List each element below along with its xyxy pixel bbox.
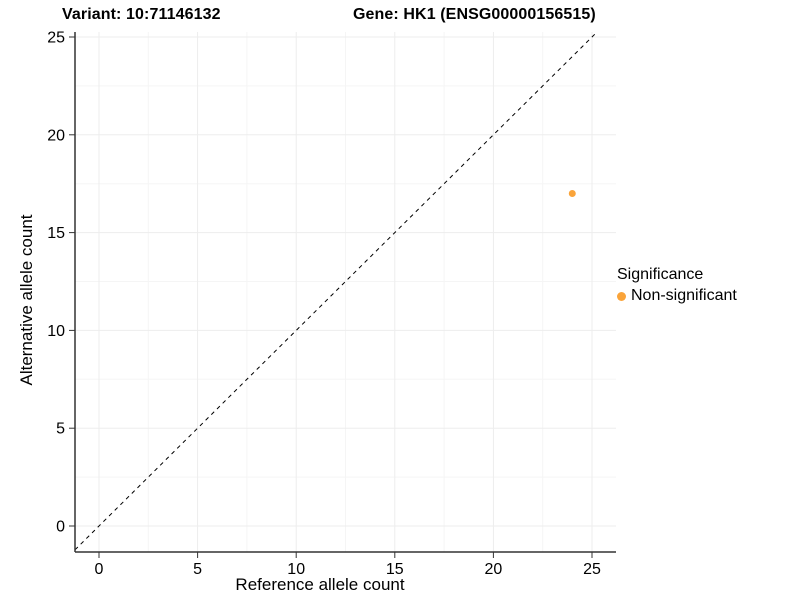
gene-title: Gene: HK1 (ENSG00000156515) bbox=[353, 6, 596, 23]
y-tick-label: 20 bbox=[47, 127, 65, 144]
x-tick-label: 25 bbox=[583, 561, 601, 578]
x-tick-label: 0 bbox=[95, 561, 104, 578]
legend: Significance Non-significant bbox=[617, 266, 737, 305]
y-tick-label: 15 bbox=[47, 225, 65, 242]
legend-item: Non-significant bbox=[617, 287, 737, 305]
y-tick-label: 25 bbox=[47, 30, 65, 47]
y-tick-label: 5 bbox=[56, 421, 65, 438]
x-axis-title: Reference allele count bbox=[235, 575, 405, 594]
y-axis-title: Alternative allele count bbox=[17, 214, 36, 386]
data-point bbox=[568, 189, 576, 197]
identity-line bbox=[74, 31, 598, 551]
legend-point-icon bbox=[617, 291, 626, 301]
y-tick-label: 10 bbox=[47, 323, 65, 340]
x-tick-label: 5 bbox=[193, 561, 202, 578]
x-tick-label: 10 bbox=[287, 561, 305, 578]
x-tick-label: 15 bbox=[386, 561, 404, 578]
y-tick-label: 0 bbox=[56, 519, 65, 536]
legend-title: Significance bbox=[617, 266, 704, 283]
legend-item-label: Non-significant bbox=[631, 287, 737, 304]
x-tick-label: 20 bbox=[485, 561, 503, 578]
variant-title: Variant: 10:71146132 bbox=[62, 6, 221, 23]
